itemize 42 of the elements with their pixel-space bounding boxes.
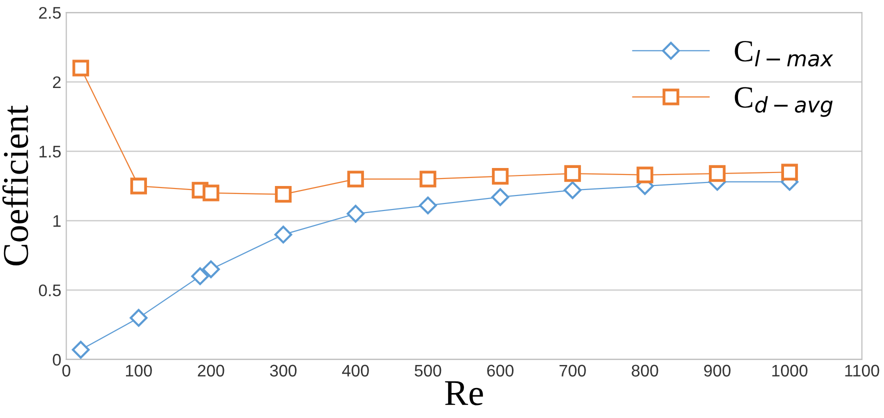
x-tick-label: 0: [62, 364, 70, 377]
x-tick-label: 600: [487, 364, 514, 377]
y-tick-label: 2.5: [39, 6, 61, 19]
point: [72, 340, 90, 359]
point: [274, 226, 292, 244]
y-tick-label: 1: [53, 215, 61, 227]
legend-label: C$_{l−max}$: [734, 40, 834, 67]
x-tick-label: 200: [198, 364, 224, 377]
y-tick-label: 0: [52, 354, 61, 366]
y-tick-label: 2: [53, 76, 61, 88]
point: [191, 267, 210, 286]
point: [130, 178, 147, 194]
x-tick-label: 100: [126, 364, 152, 377]
point: [564, 181, 582, 200]
x-tick-label: 800: [632, 364, 658, 377]
x-tick-label: 700: [560, 364, 586, 377]
legend-label: C$_{d−avg}$: [734, 87, 833, 117]
y-tick-label: 1.5: [40, 146, 61, 158]
point: [274, 186, 292, 203]
x-tick-label: 1100: [845, 364, 880, 377]
x-tick-label: 400: [342, 364, 369, 377]
point: [491, 188, 510, 206]
point: [202, 184, 220, 202]
point: [636, 166, 654, 184]
point: [708, 165, 726, 182]
x-tick-label: 1000: [772, 364, 808, 377]
point: [346, 204, 365, 223]
point: [420, 170, 436, 188]
point: [130, 308, 148, 327]
y-axis-title: Coefficient: [2, 105, 28, 266]
point: [202, 260, 220, 278]
point: [781, 164, 798, 180]
x-axis-title: Re: [445, 381, 483, 406]
x-tick-label: 500: [414, 364, 442, 377]
y-tick-label: 0.5: [38, 284, 61, 296]
x-tick-label: 300: [270, 364, 297, 377]
point: [72, 60, 90, 76]
point: [347, 170, 364, 188]
x-tick-label: 900: [704, 364, 730, 377]
point: [419, 196, 437, 214]
point: [492, 168, 509, 185]
point: [564, 165, 581, 182]
